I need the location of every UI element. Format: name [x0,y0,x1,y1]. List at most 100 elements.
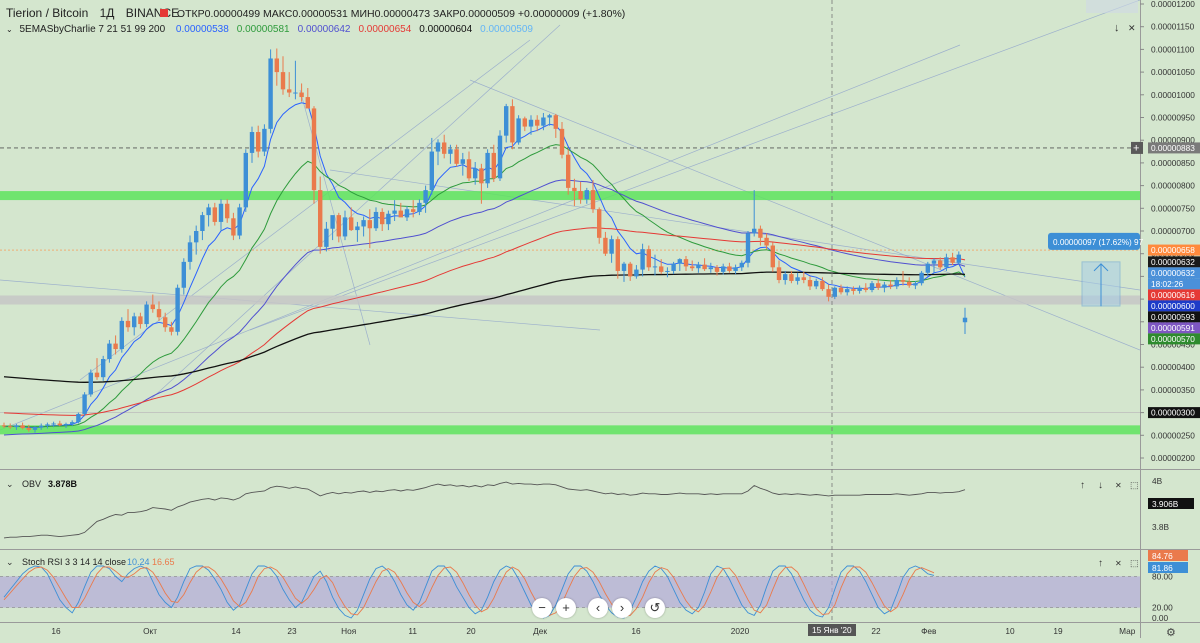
candle[interactable] [8,423,13,429]
indicator-name[interactable]: 5EMASbyCharlie 7 21 51 99 200 [19,24,166,35]
candle[interactable] [187,235,193,270]
candle[interactable] [1,422,7,429]
trend-line[interactable] [0,44,961,431]
candle[interactable] [150,294,155,313]
symbol-name[interactable]: Tierion / Bitcoin [6,6,89,20]
candle[interactable] [566,149,571,195]
candle[interactable] [708,262,713,273]
trend-line[interactable] [469,79,1140,351]
candle[interactable] [646,245,651,271]
candle[interactable] [435,139,441,166]
candle[interactable] [287,72,292,98]
stoch-k-line[interactable] [3,565,935,619]
candle[interactable] [212,202,217,226]
candle[interactable] [76,412,81,424]
candle[interactable] [274,48,279,86]
candle[interactable] [727,262,732,273]
candle[interactable] [789,270,794,284]
candle[interactable] [919,270,924,286]
candle[interactable] [175,284,180,336]
candle[interactable] [293,60,298,100]
candle[interactable] [851,286,856,295]
candle[interactable] [516,115,521,145]
candle[interactable] [845,286,850,296]
scroll-left-button[interactable]: ‹ [588,598,608,618]
candle[interactable] [473,161,478,185]
candle[interactable] [107,339,112,363]
candle[interactable] [510,99,515,150]
candle[interactable] [448,144,453,164]
candle[interactable] [169,321,174,336]
candle[interactable] [733,264,738,275]
candle[interactable] [249,126,255,163]
candle[interactable] [696,261,701,273]
candle[interactable] [218,199,224,231]
candle[interactable] [460,152,465,176]
candle[interactable] [200,211,205,241]
scroll-right-button[interactable]: › [612,598,632,618]
support-zone[interactable] [0,295,1140,305]
candle[interactable] [677,258,682,271]
candle[interactable] [88,369,93,397]
candle[interactable] [156,301,162,321]
candle[interactable] [454,144,459,167]
candle[interactable] [324,221,329,252]
candle[interactable] [721,263,726,275]
candle[interactable] [311,106,317,204]
candle[interactable] [931,258,937,273]
candle[interactable] [423,185,428,213]
candle[interactable] [26,424,31,432]
candle[interactable] [559,122,565,159]
candle[interactable] [739,260,744,271]
candle[interactable] [404,206,410,222]
candle[interactable] [194,225,199,255]
candle[interactable] [826,284,831,302]
candle[interactable] [299,83,304,102]
candle[interactable] [380,208,385,231]
candle[interactable] [70,420,75,427]
candle[interactable] [528,115,534,135]
candle[interactable] [256,125,261,158]
indicator-toggle-icon[interactable]: ⌄ [6,25,13,34]
candle[interactable] [417,199,422,216]
candle[interactable] [305,87,310,109]
stoch-d-line[interactable] [3,566,935,617]
candle[interactable] [541,112,546,131]
candle[interactable] [429,137,434,195]
candle[interactable] [553,113,558,138]
candle[interactable] [268,49,273,134]
ema-line-51[interactable] [3,179,966,436]
candle[interactable] [181,258,186,295]
candle[interactable] [225,199,230,223]
candle[interactable] [63,422,69,429]
ema-line-21[interactable] [3,144,966,428]
candle[interactable] [758,225,763,246]
candle[interactable] [479,163,484,204]
zoom-in-button[interactable]: + [556,598,576,618]
candle[interactable] [491,144,496,182]
candle[interactable] [876,278,881,291]
candle[interactable] [907,277,912,288]
reset-chart-button[interactable]: ↺ [645,598,665,618]
trend-line[interactable] [0,279,601,331]
candle[interactable] [652,254,658,276]
candle[interactable] [838,284,844,295]
candle[interactable] [820,277,825,291]
candle[interactable] [243,149,248,212]
candle[interactable] [349,207,354,231]
candle[interactable] [938,257,943,270]
candle[interactable] [882,281,887,293]
support-zone[interactable] [0,191,1140,201]
candle[interactable] [597,207,602,244]
candle[interactable] [386,210,391,231]
interval-label[interactable]: 1Д [99,6,115,20]
candle[interactable] [801,271,806,284]
candle[interactable] [665,267,670,278]
candle[interactable] [814,278,819,290]
candle[interactable] [615,236,620,279]
candle[interactable] [144,301,149,328]
candle[interactable] [745,231,751,268]
candle[interactable] [20,422,25,430]
candle[interactable] [584,187,589,204]
add-alert-icon[interactable] [1131,141,1143,154]
